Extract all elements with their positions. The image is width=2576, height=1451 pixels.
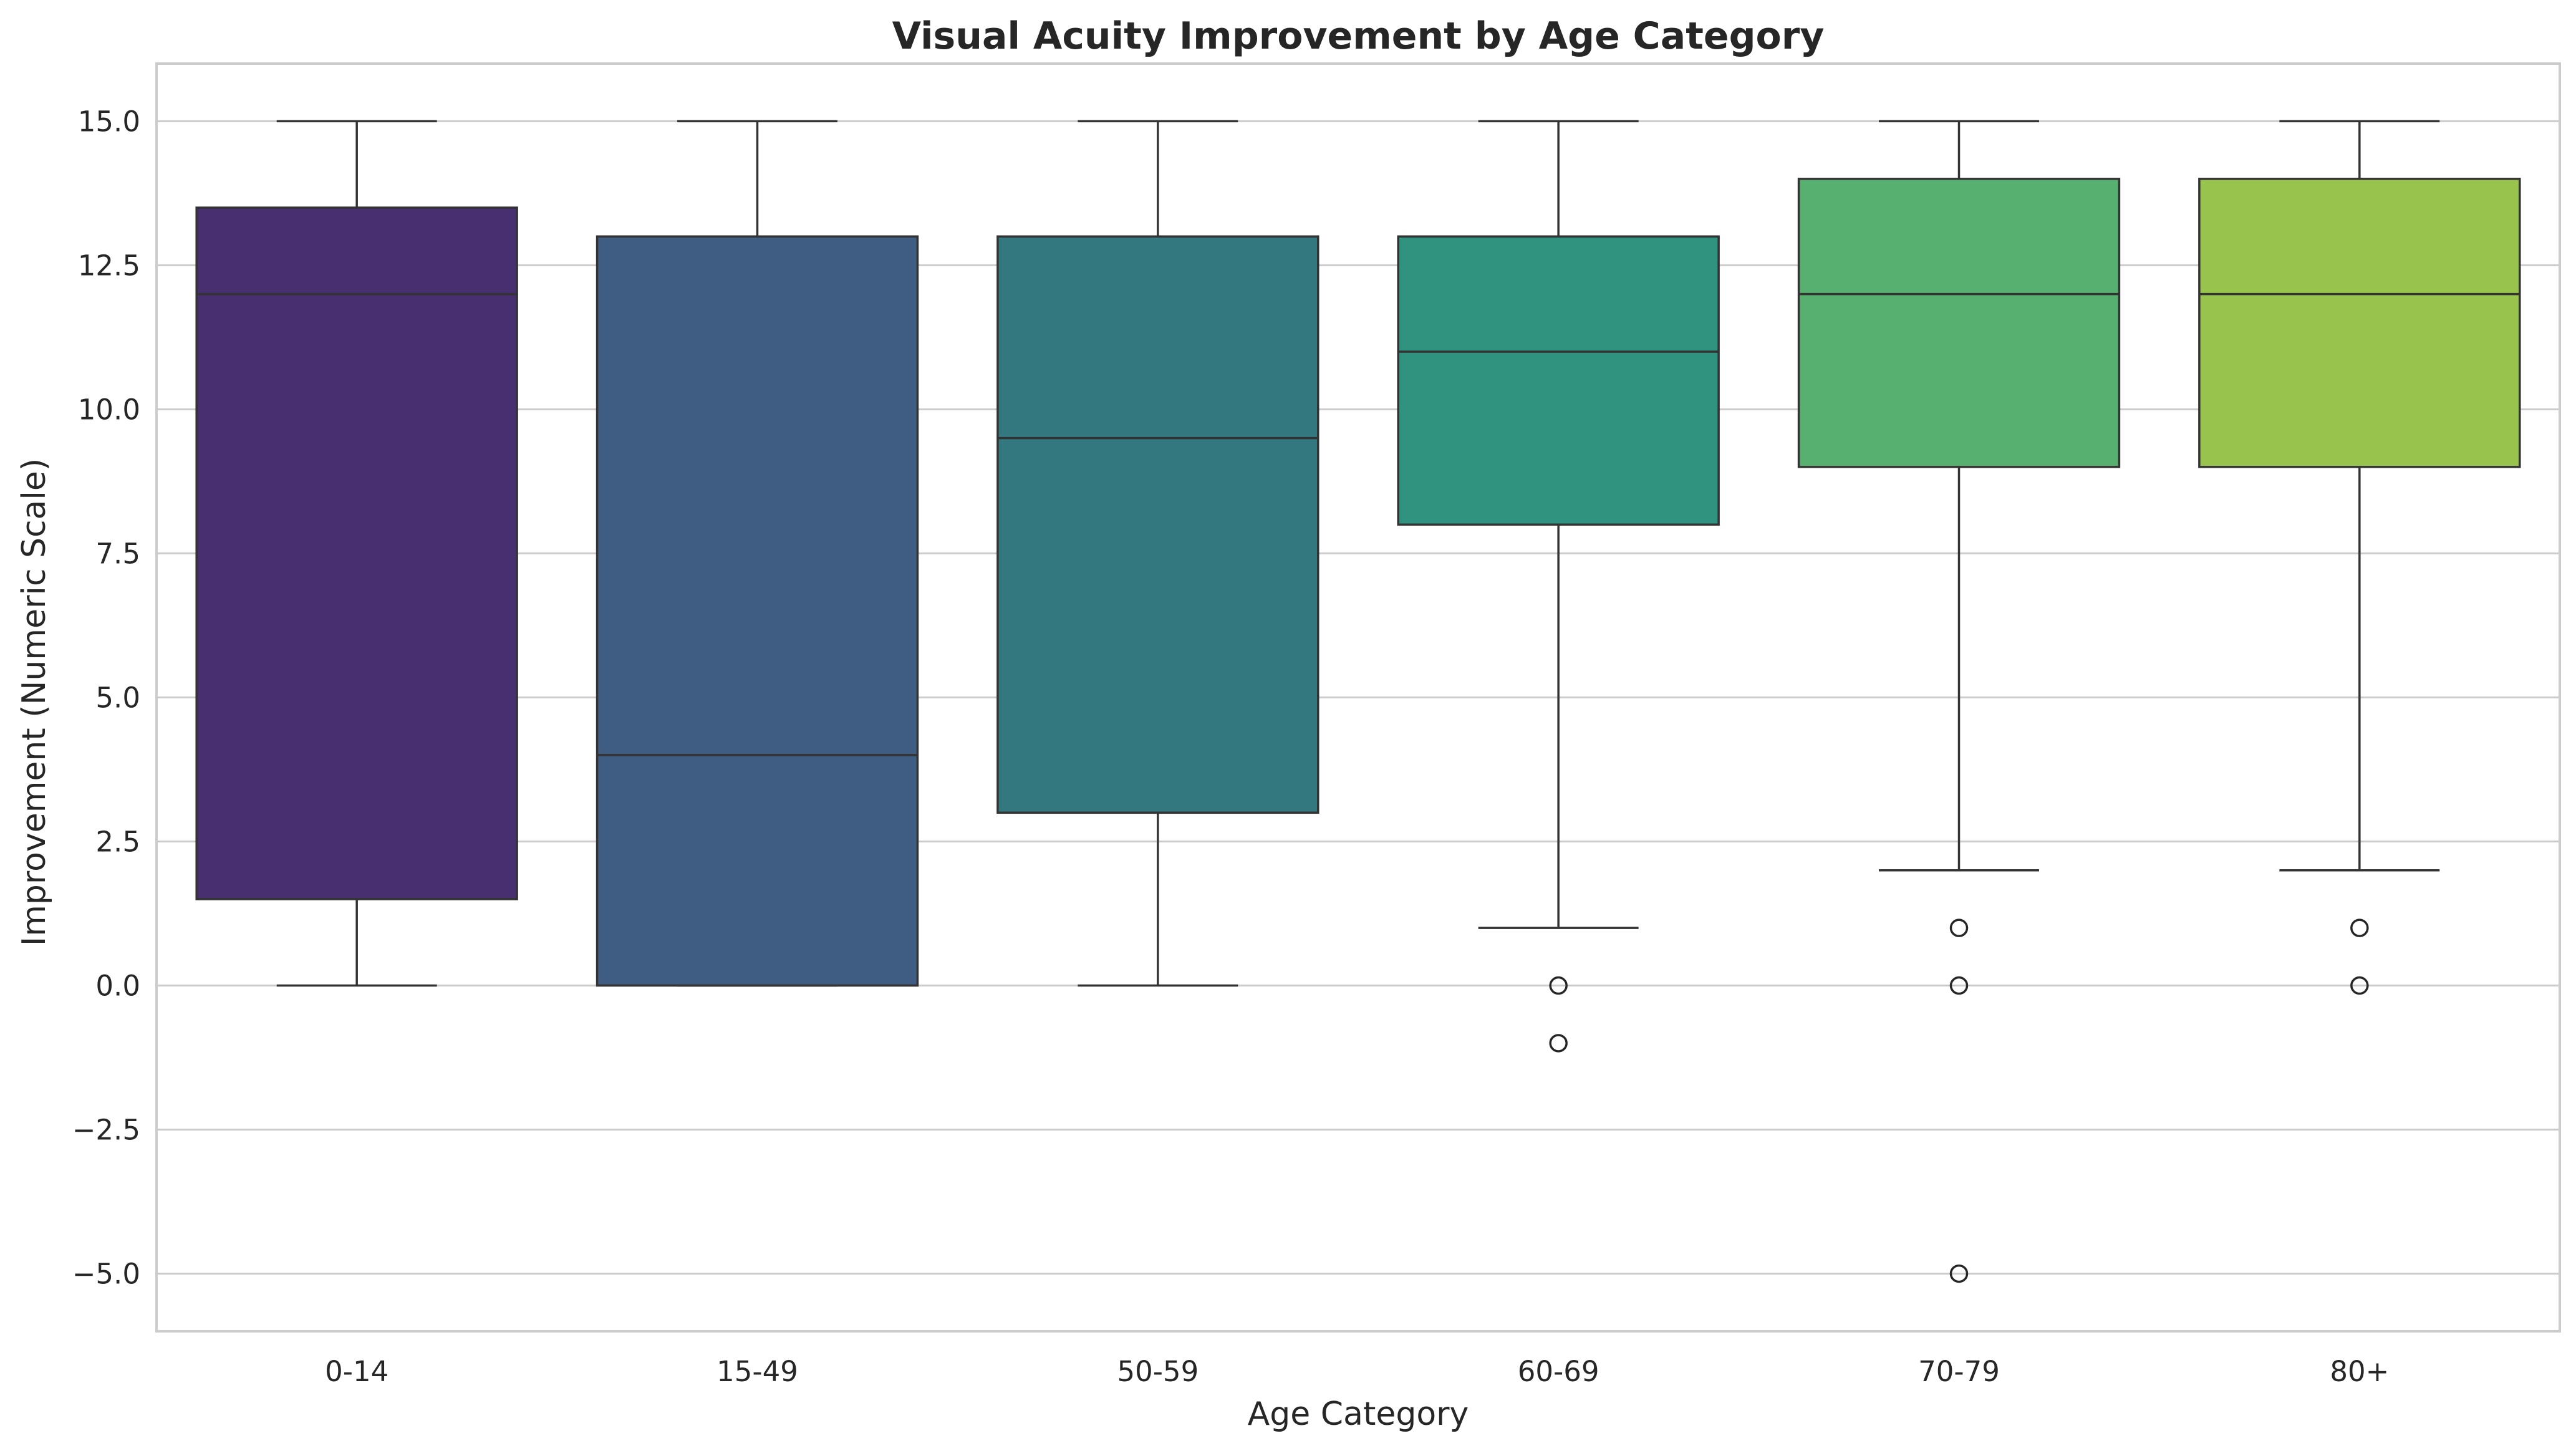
box-group-80+ <box>2198 120 2521 995</box>
box-iqr <box>1797 178 2121 468</box>
y-tick-label: 0.0 <box>95 970 140 1003</box>
x-tick-label: 60-69 <box>1518 1355 1599 1388</box>
y-tick-label: −2.5 <box>72 1114 140 1147</box>
y-axis-label: Improvement (Numeric Scale) <box>16 458 53 946</box>
outlier-point <box>1949 918 1969 937</box>
box-iqr <box>195 206 518 900</box>
box-iqr <box>2198 178 2521 468</box>
outlier-point <box>2350 918 2369 937</box>
x-tick-label: 80+ <box>2330 1355 2389 1388</box>
outlier-point <box>1549 976 1568 995</box>
y-tick-label: −5.0 <box>72 1258 140 1291</box>
grid-lines <box>157 120 2560 1275</box>
boxes <box>195 120 2521 1283</box>
x-tick-label: 15-49 <box>716 1355 798 1388</box>
box-group-0-14 <box>195 120 518 987</box>
outlier-point <box>1549 1034 1568 1053</box>
x-tick-label: 70-79 <box>1918 1355 2000 1388</box>
x-tick-label: 50-59 <box>1117 1355 1199 1388</box>
y-tick-label: 7.5 <box>95 537 140 570</box>
box-group-70-79 <box>1797 120 2121 1283</box>
box-group-50-59 <box>996 120 1319 987</box>
y-tick-labels: −5.0 −2.5 0.0 2.5 5.0 7.5 10.0 12.5 15.0 <box>72 105 140 1290</box>
x-tick-labels: 0-14 15-49 50-59 60-69 70-79 80+ <box>325 1355 2389 1388</box>
chart-title: Visual Acuity Improvement by Age Categor… <box>892 14 1825 58</box>
x-tick-label: 0-14 <box>325 1355 388 1388</box>
x-axis-label: Age Category <box>1248 1396 1469 1433</box>
box-iqr <box>1397 235 1720 526</box>
outlier-point <box>1949 1264 1969 1283</box>
box-iqr <box>996 235 1319 814</box>
outlier-point <box>1949 976 1969 995</box>
box-iqr <box>596 235 919 987</box>
y-tick-label: 10.0 <box>78 393 140 426</box>
y-tick-label: 15.0 <box>78 105 140 138</box>
box-group-60-69 <box>1397 120 1720 1053</box>
outlier-point <box>2350 976 2369 995</box>
box-group-15-49 <box>596 120 919 987</box>
plot-frame <box>155 62 2561 1333</box>
y-tick-label: 12.5 <box>78 249 140 282</box>
y-tick-label: 5.0 <box>95 682 140 715</box>
y-tick-label: 2.5 <box>95 826 140 859</box>
